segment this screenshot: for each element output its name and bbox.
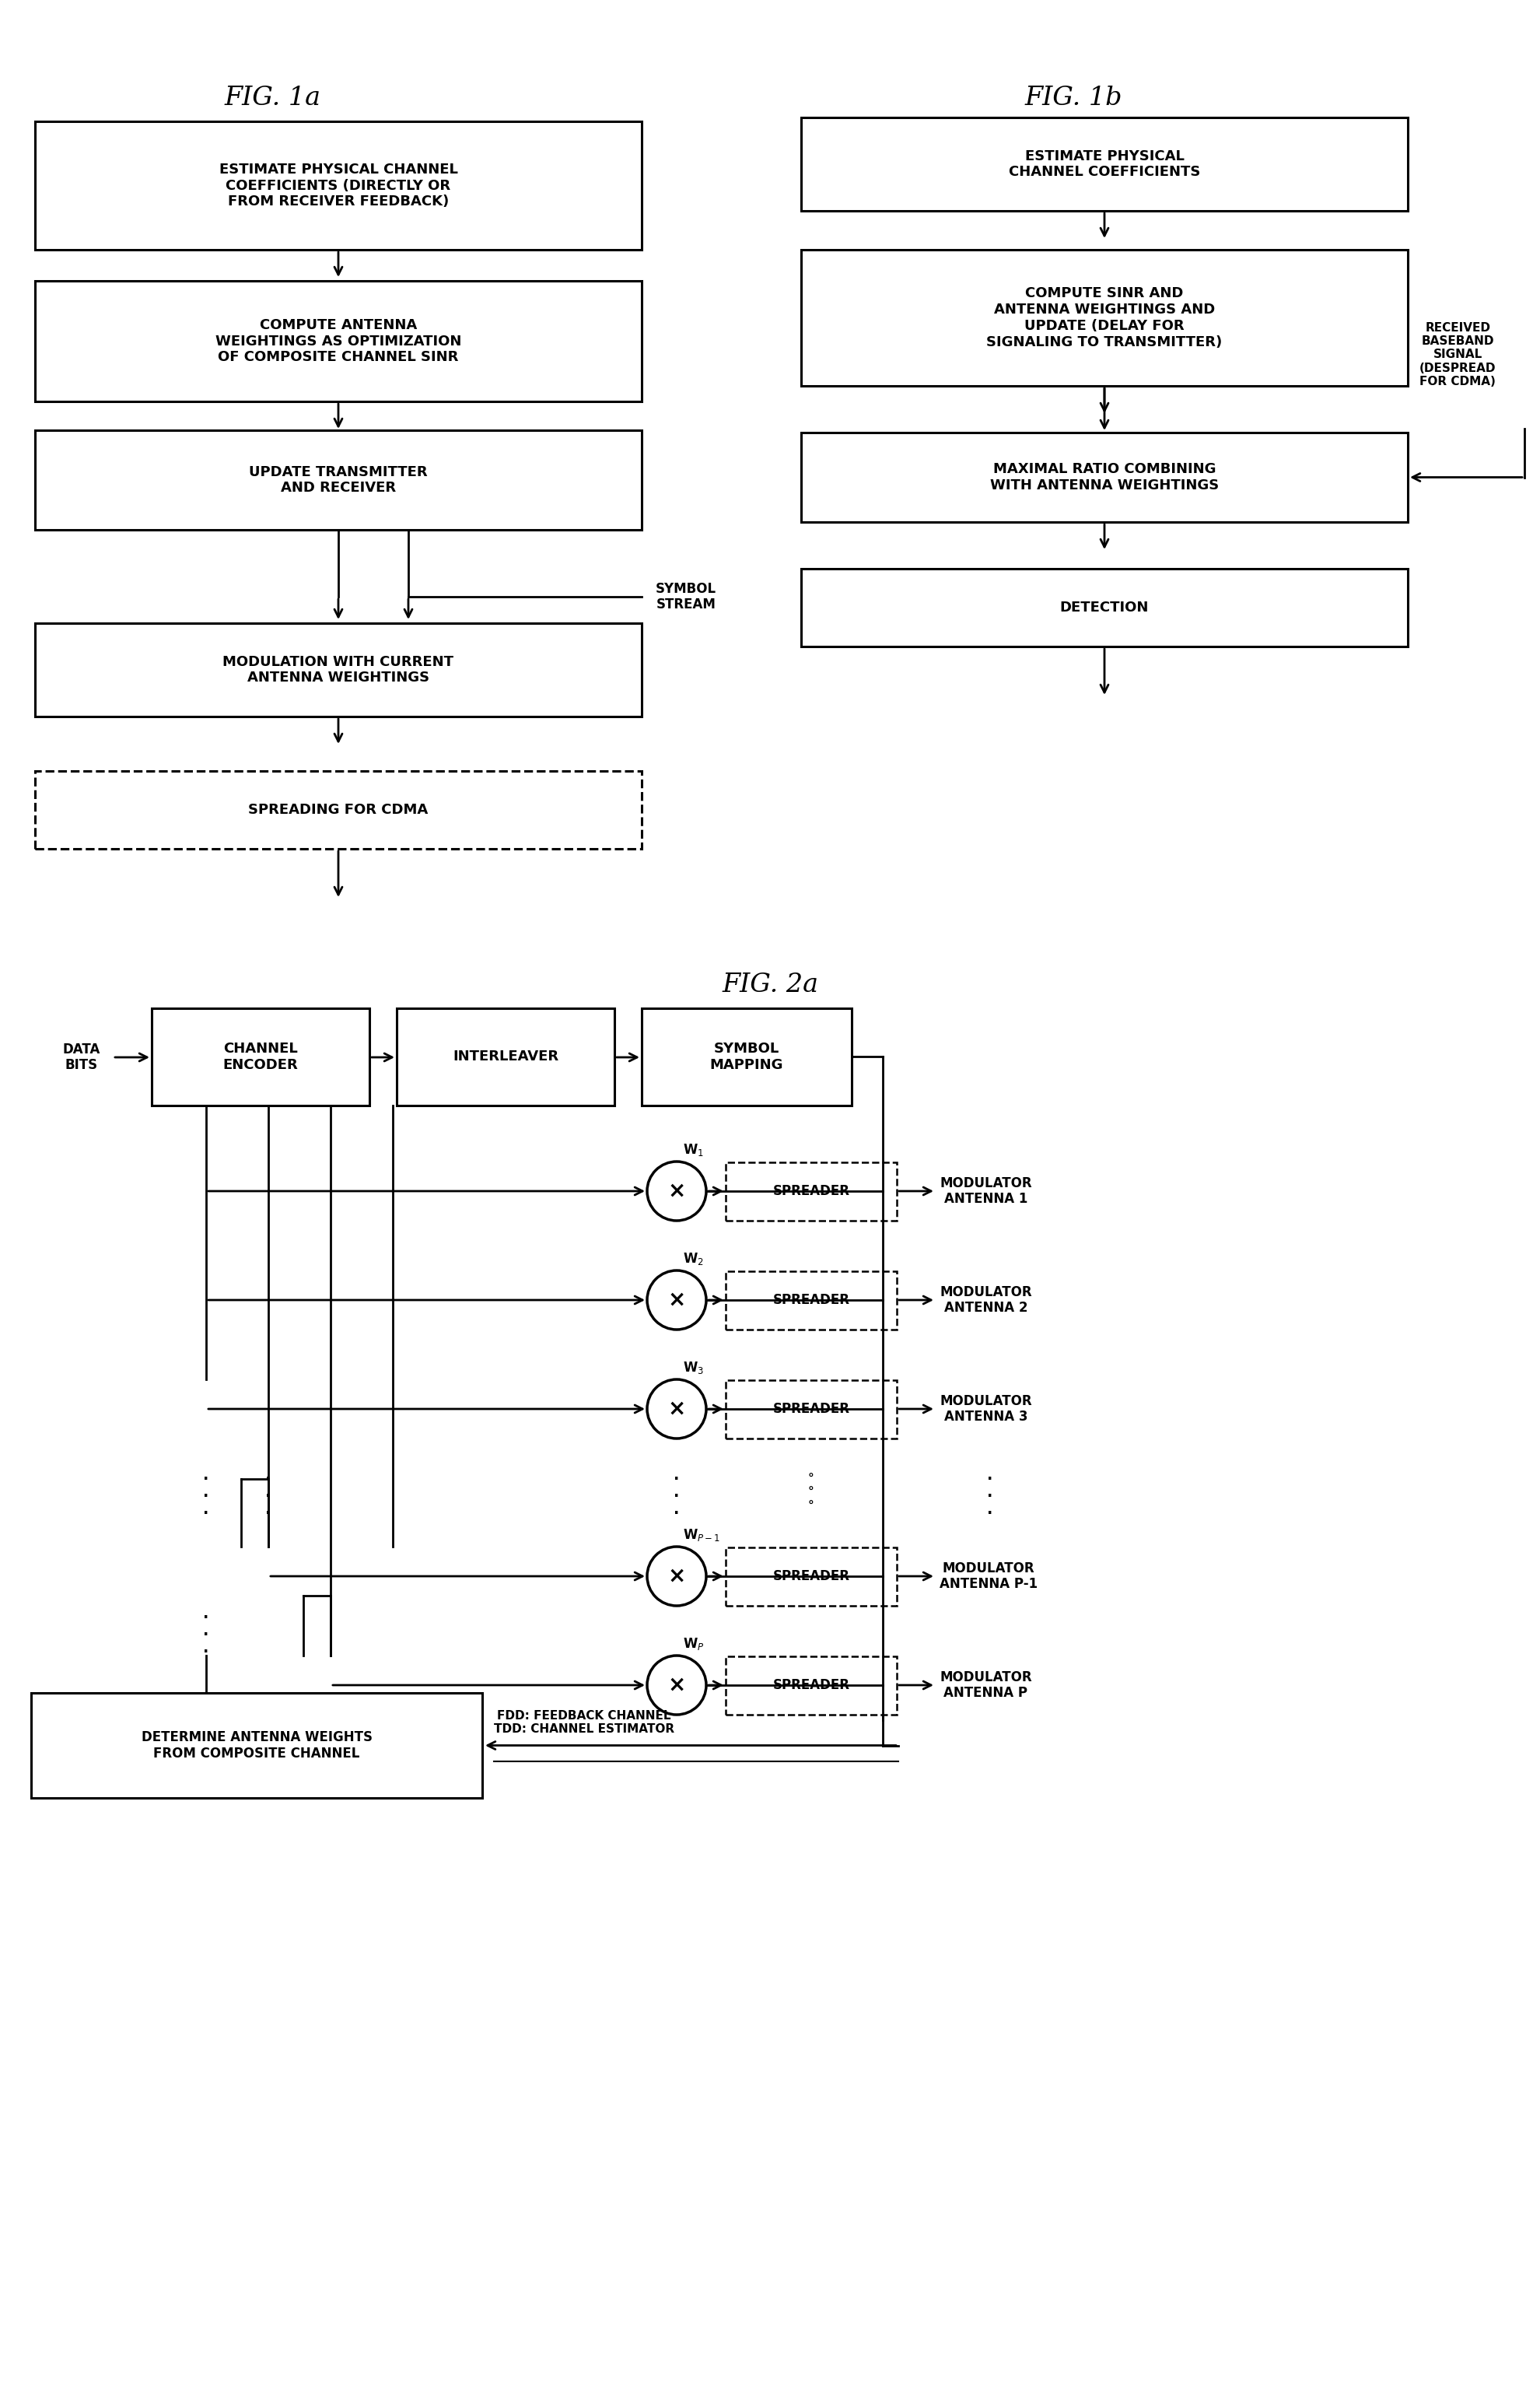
Text: SYMBOL
STREAM: SYMBOL STREAM [656,582,716,611]
Text: FIG. 1a: FIG. 1a [223,86,320,110]
Text: COMPUTE ANTENNA
WEIGHTINGS AS OPTIMIZATION
OF COMPOSITE CHANNEL SINR: COMPUTE ANTENNA WEIGHTINGS AS OPTIMIZATI… [216,319,462,364]
Text: ×: × [668,1565,685,1587]
Bar [725,1381,896,1438]
Bar [725,1546,896,1606]
Text: .
.
.: . . . [675,1467,679,1517]
Text: .
.
.: . . . [203,1606,209,1656]
Text: W$_3$: W$_3$ [682,1359,704,1376]
Text: ×: × [668,1397,685,1419]
Text: MODULATOR
ANTENNA 1: MODULATOR ANTENNA 1 [939,1177,1032,1206]
Text: MODULATOR
ANTENNA P-1: MODULATOR ANTENNA P-1 [939,1560,1038,1592]
Text: DATA
BITS: DATA BITS [63,1043,100,1071]
Text: MODULATOR
ANTENNA 2: MODULATOR ANTENNA 2 [939,1285,1032,1316]
Text: W$_P$: W$_P$ [682,1637,704,1652]
Text: CHANNEL
ENCODER: CHANNEL ENCODER [223,1043,299,1071]
Text: °
°
°: ° ° ° [808,1474,815,1513]
Text: .
.
.: . . . [987,1467,993,1517]
Bar [801,117,1408,211]
Bar [35,772,642,849]
Text: MODULATOR
ANTENNA P: MODULATOR ANTENNA P [939,1671,1032,1699]
Bar [397,1009,614,1105]
Bar [642,1009,852,1105]
Text: MODULATION WITH CURRENT
ANTENNA WEIGHTINGS: MODULATION WITH CURRENT ANTENNA WEIGHTIN… [223,654,454,686]
Text: SPREADING FOR CDMA: SPREADING FOR CDMA [248,803,428,817]
Text: ×: × [668,1290,685,1311]
Text: COMPUTE SINR AND
ANTENNA WEIGHTINGS AND
UPDATE (DELAY FOR
SIGNALING TO TRANSMITT: COMPUTE SINR AND ANTENNA WEIGHTINGS AND … [987,288,1223,350]
Bar [801,568,1408,647]
Bar [35,122,642,249]
Bar [801,249,1408,386]
Text: ×: × [668,1179,685,1201]
Text: MODULATOR
ANTENNA 3: MODULATOR ANTENNA 3 [939,1393,1032,1424]
Bar [725,1270,896,1330]
Text: SPREADER: SPREADER [773,1402,850,1417]
Bar [35,429,642,530]
Bar [725,1656,896,1714]
Text: SPREADER: SPREADER [773,1678,850,1692]
Bar [801,431,1408,523]
Bar [725,1163,896,1220]
Text: W$_{P-1}$: W$_{P-1}$ [682,1527,721,1544]
Text: MAXIMAL RATIO COMBINING
WITH ANTENNA WEIGHTINGS: MAXIMAL RATIO COMBINING WITH ANTENNA WEI… [990,463,1218,491]
Bar [151,1009,370,1105]
Text: FDD: FEEDBACK CHANNEL
TDD: CHANNEL ESTIMATOR: FDD: FEEDBACK CHANNEL TDD: CHANNEL ESTIM… [494,1709,675,1735]
Text: .
.
.: . . . [265,1467,271,1517]
Text: INTERLEAVER: INTERLEAVER [453,1050,559,1064]
Text: DETECTION: DETECTION [1060,602,1149,614]
Text: UPDATE TRANSMITTER
AND RECEIVER: UPDATE TRANSMITTER AND RECEIVER [249,465,428,496]
Text: SPREADER: SPREADER [773,1292,850,1306]
Text: SPREADER: SPREADER [773,1570,850,1582]
Text: FIG. 1b: FIG. 1b [1024,86,1123,110]
Text: SPREADER: SPREADER [773,1184,850,1198]
Text: ×: × [668,1673,685,1697]
Text: SYMBOL
MAPPING: SYMBOL MAPPING [710,1043,784,1071]
Text: RECEIVED
BASEBAND
SIGNAL
(DESPREAD
FOR CDMA): RECEIVED BASEBAND SIGNAL (DESPREAD FOR C… [1420,321,1495,388]
Bar [35,280,642,400]
Text: FIG. 2a: FIG. 2a [722,973,818,997]
Text: W$_2$: W$_2$ [682,1251,704,1266]
Text: DETERMINE ANTENNA WEIGHTS
FROM COMPOSITE CHANNEL: DETERMINE ANTENNA WEIGHTS FROM COMPOSITE… [142,1731,373,1759]
Bar [35,623,642,717]
Text: W$_1$: W$_1$ [682,1141,704,1158]
Bar [31,1692,482,1798]
Text: .
.
.: . . . [203,1467,209,1517]
Text: ESTIMATE PHYSICAL CHANNEL
COEFFICIENTS (DIRECTLY OR
FROM RECEIVER FEEDBACK): ESTIMATE PHYSICAL CHANNEL COEFFICIENTS (… [219,163,457,209]
Text: ESTIMATE PHYSICAL
CHANNEL COEFFICIENTS: ESTIMATE PHYSICAL CHANNEL COEFFICIENTS [1009,149,1200,180]
